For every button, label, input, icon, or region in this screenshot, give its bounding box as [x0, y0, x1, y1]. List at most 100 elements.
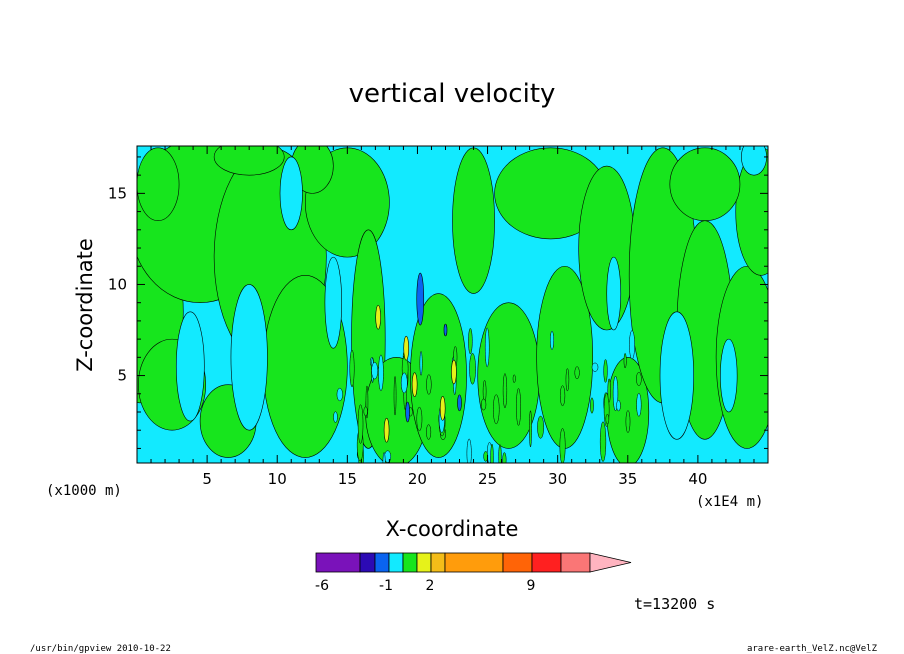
green-region — [578, 165, 636, 331]
time-label: t=13200 s — [634, 595, 715, 613]
colorbar: -6 -1 2 9 — [315, 552, 632, 594]
colorbar-tick-label: -1 — [379, 578, 393, 594]
colorbar-box — [359, 552, 376, 573]
streak — [466, 438, 472, 463]
cyan-region — [741, 146, 767, 176]
footer-right: arare-earth_VelZ.nc@VelZ — [747, 644, 878, 654]
green-region — [213, 146, 285, 176]
x-axis-ticks: 5 10 15 20 25 30 35 40 — [150, 146, 755, 488]
streak — [378, 354, 384, 391]
streak — [480, 398, 487, 411]
colorbar-box — [402, 552, 418, 573]
y-axis-label: Z-coordinate — [73, 238, 97, 372]
chart-title: vertical velocity — [349, 79, 556, 109]
colorbar-box — [388, 552, 404, 573]
yellow-cell — [451, 359, 457, 385]
y-tick-label: 15 — [108, 184, 127, 202]
colorbar-box — [560, 552, 591, 573]
streak — [357, 404, 364, 444]
streak — [484, 327, 490, 368]
streak — [416, 406, 423, 432]
streak — [591, 362, 599, 372]
x-tick-label: 20 — [408, 470, 427, 488]
streak — [469, 353, 476, 385]
streak — [590, 397, 594, 414]
blue-cell — [443, 323, 448, 337]
green-region — [410, 293, 467, 458]
streak — [336, 387, 343, 402]
blue-cell — [405, 401, 410, 423]
streak — [516, 388, 521, 426]
blue-cell — [457, 394, 462, 412]
streak — [419, 351, 423, 376]
y-tick-label: 5 — [117, 367, 127, 385]
streak — [537, 415, 544, 439]
x-tick-label: 15 — [338, 470, 357, 488]
cyan-region — [720, 338, 738, 413]
streak — [559, 428, 566, 463]
streak — [616, 399, 621, 412]
streak — [502, 452, 507, 463]
x-tick-label: 25 — [478, 470, 497, 488]
streak — [502, 373, 508, 409]
streak — [599, 421, 607, 462]
green-region — [452, 147, 495, 294]
y-axis-ticks: 5 10 15 — [108, 156, 768, 449]
streak — [529, 410, 532, 448]
yellow-cell — [383, 417, 390, 443]
streak — [426, 424, 432, 440]
y-unit-label: (x1000 m) — [46, 483, 122, 499]
streak — [623, 353, 627, 369]
streak — [512, 374, 516, 383]
streak — [629, 330, 635, 360]
contour-field — [137, 146, 768, 463]
streak — [625, 410, 631, 433]
footer-left: /usr/bin/gpview 2010-10-22 — [30, 644, 171, 654]
yellow-cell — [375, 304, 381, 330]
streak — [363, 406, 368, 417]
colorbar-box — [502, 552, 533, 573]
colorbar-tick-label: -6 — [315, 578, 329, 594]
plot-frame — [136, 145, 769, 464]
x-unit-label: (x1E4 m) — [696, 494, 763, 510]
streak — [393, 376, 397, 416]
cyan-region — [659, 311, 694, 440]
x-tick-label: 30 — [548, 470, 567, 488]
streak — [636, 372, 642, 386]
streak — [559, 385, 566, 407]
yellow-cell — [403, 335, 410, 361]
plot-area: 5 10 15 20 25 30 35 40 5 10 15 — [108, 145, 769, 488]
streak — [400, 372, 408, 394]
x-axis-label: X-coordinate — [386, 517, 519, 541]
yellow-cell — [411, 372, 418, 397]
streak — [371, 362, 379, 380]
y-tick-label: 10 — [108, 275, 127, 293]
cyan-region — [279, 156, 303, 231]
colorbar-tick-label: 9 — [527, 578, 536, 594]
streak — [636, 393, 642, 417]
streak — [603, 359, 608, 383]
streak — [550, 330, 554, 350]
colorbar-box — [315, 552, 361, 573]
streak — [349, 349, 355, 388]
colorbar-box — [416, 552, 432, 573]
streak — [574, 366, 580, 380]
colorbar-tick-label: 2 — [426, 578, 435, 594]
streak — [605, 414, 610, 425]
colorbar-box — [531, 552, 562, 573]
colorbar-box — [374, 552, 390, 573]
x-tick-label: 5 — [202, 470, 212, 488]
streak — [607, 378, 611, 403]
x-tick-label: 35 — [618, 470, 637, 488]
colorbar-box — [444, 552, 504, 573]
streak — [333, 411, 338, 423]
colorbar-arrow — [589, 552, 632, 573]
colorbar-box — [430, 552, 446, 573]
x-tick-label: 40 — [688, 470, 707, 488]
blue-cell — [416, 272, 425, 326]
streak — [498, 444, 502, 463]
streak — [565, 368, 570, 392]
cyan-region — [175, 311, 205, 422]
cyan-region — [230, 284, 268, 431]
